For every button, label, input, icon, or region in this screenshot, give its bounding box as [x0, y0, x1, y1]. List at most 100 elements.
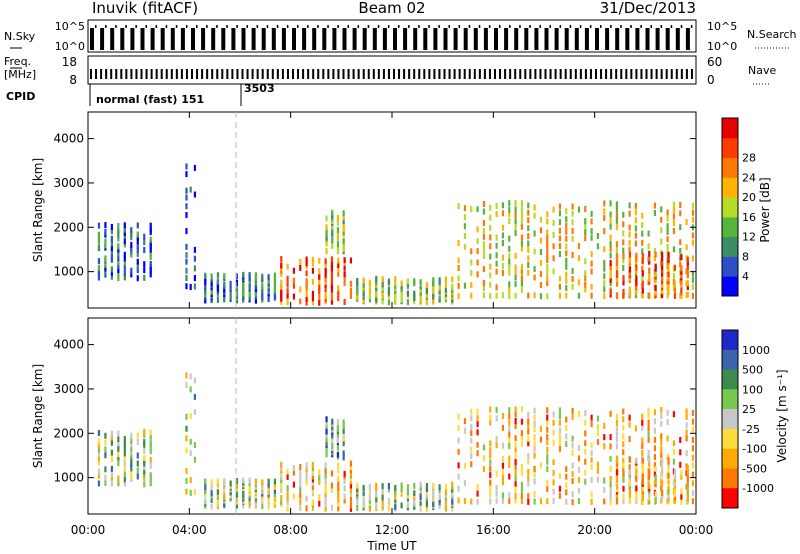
search-noise-dot: [185, 25, 188, 28]
scatter-mark: [476, 238, 479, 245]
scatter-mark: [342, 218, 345, 225]
scatter-mark: [117, 267, 120, 274]
scatter-mark: [432, 483, 435, 490]
scatter-mark: [343, 264, 346, 271]
scatter-mark: [514, 469, 517, 476]
scatter-mark: [691, 292, 695, 299]
freq-bar: [509, 69, 512, 79]
scatter-mark: [603, 259, 606, 266]
scatter-mark: [635, 284, 638, 291]
scatter-mark: [482, 280, 486, 287]
freq-bar: [615, 69, 618, 79]
scatter-mark: [318, 294, 321, 301]
scatter-mark: [520, 440, 524, 447]
freq-bar: [317, 69, 320, 79]
scatter-mark: [558, 243, 562, 250]
freq-bar: [226, 69, 229, 79]
scatter-mark: [463, 205, 467, 212]
scatter-mark: [254, 272, 258, 279]
scatter-mark: [463, 462, 467, 469]
y-tick-label: 1000: [53, 265, 84, 279]
scatter-mark: [149, 222, 152, 229]
scatter-mark: [609, 267, 612, 274]
scatter-mark: [546, 419, 549, 426]
scatter-mark: [571, 449, 574, 456]
scatter-mark: [280, 465, 283, 472]
scatter-mark: [204, 297, 207, 304]
scatter-mark: [444, 286, 448, 293]
scatter-mark: [634, 240, 638, 247]
scatter-mark: [622, 221, 625, 228]
scatter-mark: [622, 449, 625, 456]
scatter-mark: [343, 485, 346, 492]
scatter-mark: [381, 494, 384, 501]
x-axis-label: Time UT: [366, 539, 417, 553]
scatter-mark: [336, 214, 340, 221]
freq-bar: [362, 69, 365, 79]
scatter-mark: [130, 234, 133, 241]
scatter-mark: [508, 263, 511, 270]
scatter-mark: [641, 457, 644, 464]
search-noise-dot: [569, 25, 572, 28]
nsky-tick-low: 10^0: [55, 40, 85, 53]
scatter-mark: [130, 241, 133, 248]
scatter-mark: [691, 445, 695, 452]
scatter-mark: [362, 297, 365, 304]
scatter-mark: [653, 209, 657, 216]
scatter-mark: [189, 186, 192, 193]
scatter-mark: [305, 284, 308, 291]
scatter-mark: [635, 252, 638, 259]
scatter-mark: [622, 470, 625, 477]
scatter-mark: [318, 500, 321, 507]
scatter-mark: [648, 278, 651, 285]
search-noise-dot: [216, 25, 218, 28]
scatter-mark: [514, 417, 517, 424]
freq-bar: [635, 69, 638, 79]
scatter-mark: [216, 296, 220, 303]
scatter-mark: [667, 271, 670, 278]
colorbar-swatch: [722, 488, 738, 509]
scatter-mark: [242, 271, 245, 278]
date-title: 31/Dec/2013: [600, 0, 696, 17]
scatter-mark: [123, 264, 126, 271]
scatter-mark: [331, 442, 334, 449]
scatter-mark: [123, 251, 126, 258]
scatter-mark: [565, 416, 568, 423]
scatter-mark: [286, 499, 289, 506]
scatter-mark: [325, 451, 328, 458]
scatter-mark: [615, 271, 619, 278]
scatter-mark: [413, 490, 416, 497]
colorbar-tick-label: 500: [742, 364, 763, 377]
scatter-mark: [520, 430, 524, 437]
scatter-mark: [615, 431, 619, 438]
scatter-mark: [432, 492, 435, 499]
scatter-mark: [654, 277, 657, 284]
search-noise-dot: [115, 25, 117, 28]
scatter-mark: [660, 267, 664, 274]
scatter-mark: [330, 282, 334, 289]
scatter-mark: [324, 477, 327, 484]
scatter-mark: [514, 269, 517, 276]
nave-tick-high: 60: [707, 55, 722, 69]
scatter-mark: [130, 441, 133, 448]
scatter-mark: [508, 269, 511, 276]
scatter-mark: [394, 280, 397, 287]
noise-bar: [241, 28, 246, 50]
scatter-mark: [634, 225, 638, 232]
scatter-mark: [117, 430, 120, 437]
scatter-mark: [331, 436, 334, 443]
scatter-mark: [136, 452, 139, 459]
scatter-mark: [349, 464, 353, 471]
scatter-mark: [660, 281, 664, 288]
scatter-mark: [324, 496, 327, 503]
scatter-mark: [571, 227, 574, 234]
scatter-mark: [609, 234, 612, 241]
freq-bar: [473, 69, 476, 79]
freq-label-line1: Freq.: [4, 55, 31, 68]
scatter-mark: [571, 210, 574, 217]
scatter-mark: [204, 279, 207, 286]
scatter-mark: [235, 491, 239, 498]
scatter-mark: [349, 505, 353, 512]
scatter-mark: [527, 435, 530, 442]
search-noise-dot: [317, 25, 319, 28]
